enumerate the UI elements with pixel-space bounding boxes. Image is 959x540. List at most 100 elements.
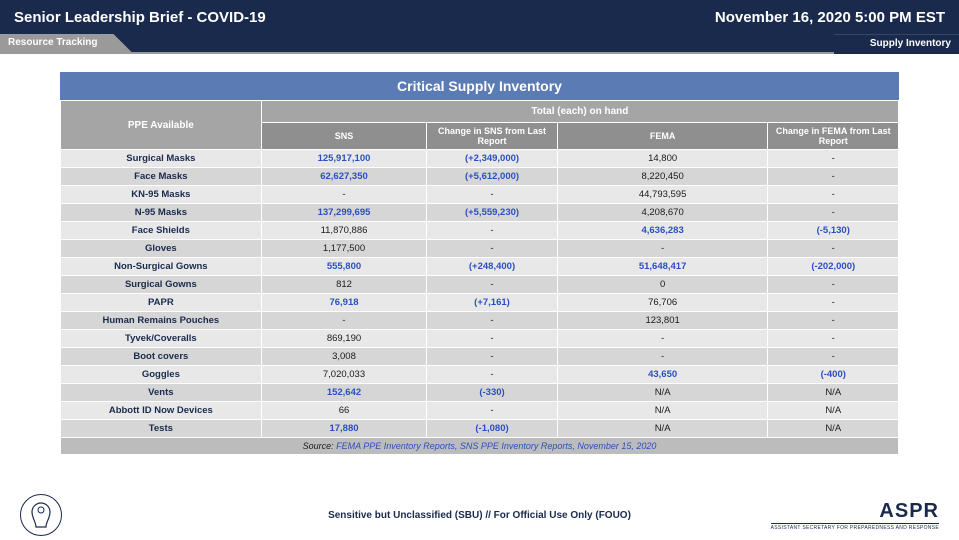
cell-fema: 76,706 bbox=[557, 294, 768, 312]
cell-fema-chg: - bbox=[768, 330, 899, 348]
cell-sns-chg: - bbox=[427, 402, 557, 420]
table-row: KN-95 Masks--44,793,595- bbox=[61, 186, 899, 204]
row-label: Face Shields bbox=[61, 222, 262, 240]
cell-sns: 812 bbox=[261, 276, 427, 294]
cell-fema-chg: - bbox=[768, 186, 899, 204]
cell-sns-chg: - bbox=[427, 276, 557, 294]
cell-fema-chg: N/A bbox=[768, 384, 899, 402]
cell-sns: 66 bbox=[261, 402, 427, 420]
table-row: Surgical Gowns812-0- bbox=[61, 276, 899, 294]
cell-sns-chg: - bbox=[427, 348, 557, 366]
cell-fema-chg: - bbox=[768, 204, 899, 222]
cell-sns: 11,870,886 bbox=[261, 222, 427, 240]
tab-supply-inventory[interactable]: Supply Inventory bbox=[834, 34, 959, 54]
row-label: PAPR bbox=[61, 294, 262, 312]
cell-sns: 1,177,500 bbox=[261, 240, 427, 258]
footer: Sensitive but Unclassified (SBU) // For … bbox=[0, 490, 959, 540]
table-row: Non-Surgical Gowns555,800(+248,400)51,64… bbox=[61, 258, 899, 276]
cell-sns-chg: (+2,349,000) bbox=[427, 150, 557, 168]
hhs-seal-icon bbox=[20, 494, 62, 536]
row-label: Surgical Gowns bbox=[61, 276, 262, 294]
cell-fema: 43,650 bbox=[557, 366, 768, 384]
th-fema: FEMA bbox=[557, 123, 768, 150]
source-link[interactable]: FEMA PPE Inventory Reports, SNS PPE Inve… bbox=[336, 441, 656, 451]
table-row: Face Shields11,870,886-4,636,283(-5,130) bbox=[61, 222, 899, 240]
table-row: Goggles7,020,033-43,650(-400) bbox=[61, 366, 899, 384]
table-row: Abbott ID Now Devices66-N/AN/A bbox=[61, 402, 899, 420]
cell-fema-chg: N/A bbox=[768, 420, 899, 438]
cell-sns-chg: (+248,400) bbox=[427, 258, 557, 276]
cell-sns-chg: - bbox=[427, 312, 557, 330]
cell-fema: 44,793,595 bbox=[557, 186, 768, 204]
th-total-on-hand: Total (each) on hand bbox=[261, 101, 898, 123]
header-bar: Senior Leadership Brief - COVID-19 Novem… bbox=[0, 0, 959, 34]
table-row: Human Remains Pouches--123,801- bbox=[61, 312, 899, 330]
table-row: Gloves1,177,500--- bbox=[61, 240, 899, 258]
cell-sns: 152,642 bbox=[261, 384, 427, 402]
cell-fema-chg: - bbox=[768, 168, 899, 186]
row-label: Non-Surgical Gowns bbox=[61, 258, 262, 276]
row-label: KN-95 Masks bbox=[61, 186, 262, 204]
cell-sns-chg: (+5,612,000) bbox=[427, 168, 557, 186]
th-ppe-available: PPE Available bbox=[61, 101, 262, 150]
th-sns: SNS bbox=[261, 123, 427, 150]
cell-fema: 0 bbox=[557, 276, 768, 294]
cell-fema-chg: (-400) bbox=[768, 366, 899, 384]
cell-sns: - bbox=[261, 186, 427, 204]
cell-fema-chg: - bbox=[768, 240, 899, 258]
row-label: Surgical Masks bbox=[61, 150, 262, 168]
cell-fema-chg: - bbox=[768, 150, 899, 168]
row-label: Gloves bbox=[61, 240, 262, 258]
table-row: Face Masks62,627,350(+5,612,000)8,220,45… bbox=[61, 168, 899, 186]
sub-bar-divider bbox=[0, 52, 959, 54]
cell-sns: 137,299,695 bbox=[261, 204, 427, 222]
cell-sns-chg: - bbox=[427, 222, 557, 240]
table-row: N-95 Masks137,299,695(+5,559,230)4,208,6… bbox=[61, 204, 899, 222]
page-title: Senior Leadership Brief - COVID-19 bbox=[14, 9, 266, 26]
table-row: Vents152,642(-330)N/AN/A bbox=[61, 384, 899, 402]
th-sns-change: Change in SNS from Last Report bbox=[427, 123, 557, 150]
cell-fema-chg: - bbox=[768, 312, 899, 330]
source-row: Source: FEMA PPE Inventory Reports, SNS … bbox=[61, 438, 899, 455]
cell-fema-chg: (-202,000) bbox=[768, 258, 899, 276]
cell-fema-chg: - bbox=[768, 276, 899, 294]
cell-fema: N/A bbox=[557, 420, 768, 438]
cell-sns: 869,190 bbox=[261, 330, 427, 348]
cell-sns-chg: (+5,559,230) bbox=[427, 204, 557, 222]
cell-fema: - bbox=[557, 240, 768, 258]
header-timestamp: November 16, 2020 5:00 PM EST bbox=[715, 9, 945, 26]
cell-sns-chg: (+7,161) bbox=[427, 294, 557, 312]
th-fema-change: Change in FEMA from Last Report bbox=[768, 123, 899, 150]
cell-fema: 4,208,670 bbox=[557, 204, 768, 222]
cell-sns-chg: - bbox=[427, 366, 557, 384]
hhs-logo bbox=[20, 494, 62, 536]
cell-sns: 125,917,100 bbox=[261, 150, 427, 168]
cell-sns-chg: - bbox=[427, 186, 557, 204]
cell-sns: 3,008 bbox=[261, 348, 427, 366]
aspr-subtitle: ASSISTANT SECRETARY FOR PREPAREDNESS AND… bbox=[771, 523, 939, 531]
cell-fema-chg: N/A bbox=[768, 402, 899, 420]
cell-sns-chg: - bbox=[427, 240, 557, 258]
cell-sns: 76,918 bbox=[261, 294, 427, 312]
content-area: Critical Supply Inventory PPE Available … bbox=[0, 54, 959, 455]
cell-fema: 14,800 bbox=[557, 150, 768, 168]
row-label: Goggles bbox=[61, 366, 262, 384]
cell-fema: N/A bbox=[557, 384, 768, 402]
inventory-table: PPE Available Total (each) on hand SNS C… bbox=[60, 100, 899, 455]
cell-sns-chg: (-1,080) bbox=[427, 420, 557, 438]
cell-fema: 4,636,283 bbox=[557, 222, 768, 240]
source-text: Source: FEMA PPE Inventory Reports, SNS … bbox=[61, 438, 899, 455]
table-row: Surgical Masks125,917,100(+2,349,000)14,… bbox=[61, 150, 899, 168]
table-row: Boot covers3,008--- bbox=[61, 348, 899, 366]
row-label: Abbott ID Now Devices bbox=[61, 402, 262, 420]
cell-fema: 51,648,417 bbox=[557, 258, 768, 276]
aspr-wordmark: ASPR bbox=[771, 500, 939, 523]
cell-fema: 123,801 bbox=[557, 312, 768, 330]
cell-fema: N/A bbox=[557, 402, 768, 420]
row-label: Boot covers bbox=[61, 348, 262, 366]
tab-resource-tracking[interactable]: Resource Tracking bbox=[0, 34, 133, 54]
cell-fema: 8,220,450 bbox=[557, 168, 768, 186]
cell-fema: - bbox=[557, 348, 768, 366]
row-label: Vents bbox=[61, 384, 262, 402]
cell-fema-chg: - bbox=[768, 348, 899, 366]
